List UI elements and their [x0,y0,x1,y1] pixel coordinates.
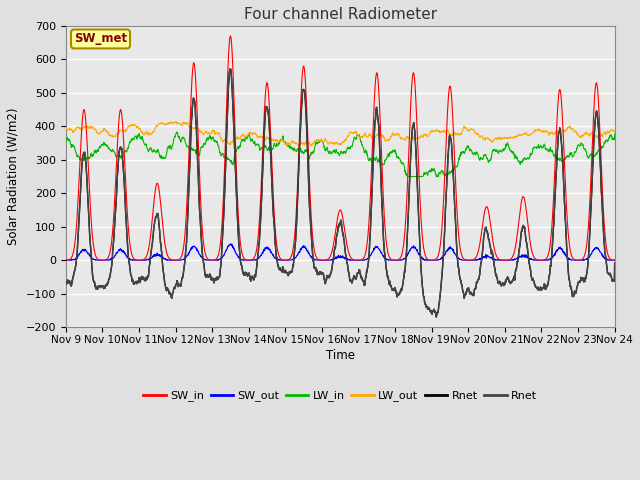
X-axis label: Time: Time [326,349,355,362]
Legend: SW_in, SW_out, LW_in, LW_out, Rnet, Rnet: SW_in, SW_out, LW_in, LW_out, Rnet, Rnet [139,386,541,406]
Title: Four channel Radiometer: Four channel Radiometer [244,7,436,22]
Text: SW_met: SW_met [74,33,127,46]
Y-axis label: Solar Radiation (W/m2): Solar Radiation (W/m2) [7,108,20,245]
